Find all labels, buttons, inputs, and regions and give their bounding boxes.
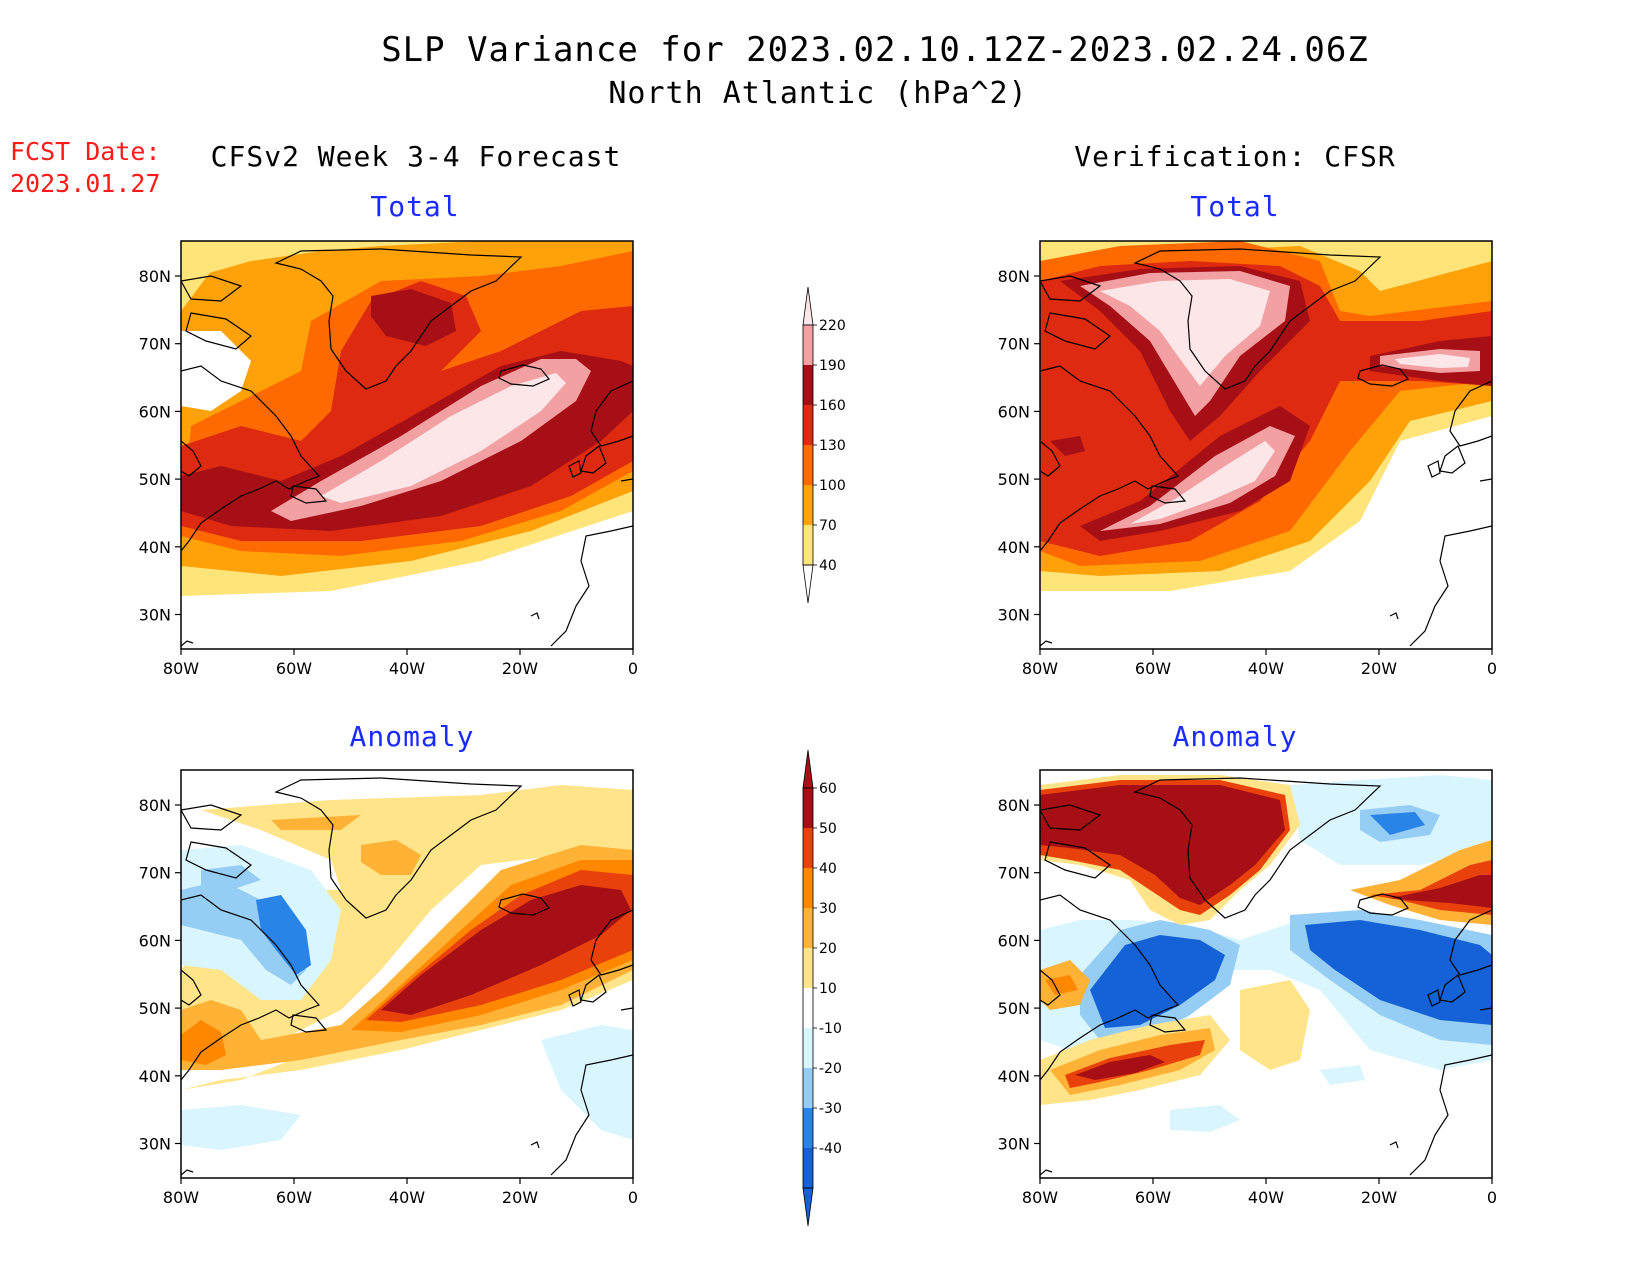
colorbar-swatch — [803, 525, 813, 565]
lon-tick-label: 60W — [1135, 659, 1171, 678]
colorbar-level-label: 70 — [819, 518, 837, 534]
lon-tick-label: 0 — [628, 1188, 638, 1207]
forecast-anomaly-map — [180, 769, 634, 1179]
verification-anomaly-map — [1039, 769, 1493, 1179]
fcst-date-label: FCST Date: — [10, 137, 161, 166]
lat-tick-label: 80N — [139, 267, 171, 286]
chart-title: SLP Variance for 2023.02.10.12Z-2023.02.… — [381, 30, 1369, 70]
colorbar-swatch — [803, 365, 813, 405]
colorbar-swatch — [803, 988, 813, 1028]
lon-tick-label: 0 — [1487, 659, 1497, 678]
lon-tick-label: 60W — [276, 1188, 312, 1207]
lat-tick-label: 60N — [139, 402, 171, 421]
colorbar-swatch — [803, 1108, 813, 1148]
colorbar-level-label: -30 — [819, 1101, 842, 1117]
fcst-date-block: FCST Date: 2023.01.27 — [10, 136, 161, 200]
lat-tick-label: 30N — [998, 606, 1030, 625]
colorbar-swatch — [803, 1028, 813, 1068]
lat-tick-label: 80N — [998, 267, 1030, 286]
colorbar-swatch — [803, 1148, 813, 1188]
lat-tick-label: 30N — [139, 1135, 171, 1154]
colorbar-level-label: -10 — [819, 1021, 842, 1037]
lat-tick-label: 80N — [139, 796, 171, 815]
lon-tick-label: 80W — [163, 659, 199, 678]
lat-tick-label: 50N — [998, 470, 1030, 489]
lat-tick-label: 70N — [139, 335, 171, 354]
colorbar-swatch — [803, 908, 813, 948]
lon-tick-label: 0 — [628, 659, 638, 678]
forecast-total-map — [180, 240, 634, 650]
colorbar-swatch — [803, 485, 813, 525]
lat-tick-label: 40N — [139, 1067, 171, 1086]
fcst-date-value: 2023.01.27 — [10, 169, 161, 198]
lon-tick-label: 80W — [1022, 659, 1058, 678]
lon-tick-label: 60W — [1135, 1188, 1171, 1207]
colorbar-level-label: 40 — [819, 861, 837, 877]
colorbar-level-label: 190 — [819, 358, 846, 374]
colorbar-top-tip — [802, 749, 814, 789]
colorbar-swatch — [803, 1068, 813, 1108]
lat-tick-label: 40N — [998, 1067, 1030, 1086]
colorbar-swatch — [803, 868, 813, 908]
forecast-column-header: CFSv2 Week 3-4 Forecast — [210, 140, 622, 173]
colorbar-swatch — [803, 445, 813, 485]
lat-tick-label: 60N — [998, 931, 1030, 950]
lon-tick-label: 0 — [1487, 1188, 1497, 1207]
colorbar-level-label: 40 — [819, 558, 837, 574]
lon-tick-label: 60W — [276, 659, 312, 678]
lat-tick-label: 60N — [139, 931, 171, 950]
lat-tick-label: 30N — [998, 1135, 1030, 1154]
colorbar-swatch — [803, 828, 813, 868]
lon-tick-label: 40W — [1248, 1188, 1284, 1207]
lat-tick-label: 80N — [998, 796, 1030, 815]
colorbar-level-label: 50 — [819, 821, 837, 837]
lon-tick-label: 20W — [502, 659, 538, 678]
colorbar-level-label: -20 — [819, 1061, 842, 1077]
colorbar-swatch — [803, 405, 813, 445]
lat-tick-label: 50N — [998, 999, 1030, 1018]
lon-tick-label: 20W — [1361, 1188, 1397, 1207]
colorbar-swatch — [803, 325, 813, 365]
lon-tick-label: 80W — [1022, 1188, 1058, 1207]
colorbar-swatch — [803, 948, 813, 988]
lat-tick-label: 60N — [998, 402, 1030, 421]
colorbar-swatch — [803, 788, 813, 828]
verification-total-title: Total — [1190, 190, 1280, 223]
lat-tick-label: 70N — [998, 864, 1030, 883]
colorbar-level-label: 30 — [819, 901, 837, 917]
colorbar-level-label: -40 — [819, 1141, 842, 1157]
lat-tick-label: 30N — [139, 606, 171, 625]
colorbar-level-label: 20 — [819, 941, 837, 957]
verification-total-map — [1039, 240, 1493, 650]
lat-tick-label: 50N — [139, 999, 171, 1018]
lon-tick-label: 20W — [1361, 659, 1397, 678]
lon-tick-label: 80W — [163, 1188, 199, 1207]
colorbar-level-label: 60 — [819, 781, 837, 797]
lon-tick-label: 40W — [389, 1188, 425, 1207]
colorbar-top-tip — [802, 286, 814, 326]
map-axes: 80N 70N 60N 50N 40N 30N 80W 60W 40W 20W 0 80N 70N 60N… — [139, 267, 1497, 1207]
colorbar-level-label: 10 — [819, 981, 837, 997]
lat-tick-label: 40N — [998, 538, 1030, 557]
lat-tick-label: 40N — [139, 538, 171, 557]
anomaly-colorbar: 60 50 40 30 20 10 -10 -20 -30 -40 — [802, 749, 842, 1227]
verification-anomaly-title: Anomaly — [1172, 720, 1298, 753]
forecast-total-title: Total — [370, 190, 460, 223]
lat-tick-label: 50N — [139, 470, 171, 489]
lon-tick-label: 20W — [502, 1188, 538, 1207]
colorbar-bottom-tip — [802, 1187, 814, 1227]
lon-tick-label: 40W — [1248, 659, 1284, 678]
colorbar-level-label: 130 — [819, 438, 846, 454]
colorbar-level-label: 100 — [819, 478, 846, 494]
lat-tick-label: 70N — [998, 335, 1030, 354]
colorbar-level-label: 220 — [819, 318, 846, 334]
forecast-anomaly-title: Anomaly — [349, 720, 475, 753]
lon-tick-label: 40W — [389, 659, 425, 678]
colorbar-bottom-tip — [802, 564, 814, 604]
verification-column-header: Verification: CFSR — [1074, 140, 1396, 173]
chart-subtitle: North Atlantic (hPa^2) — [608, 76, 1028, 111]
lat-tick-label: 70N — [139, 864, 171, 883]
total-colorbar: 220 190 160 130 100 70 40 — [802, 286, 846, 604]
colorbar-level-label: 160 — [819, 398, 846, 414]
